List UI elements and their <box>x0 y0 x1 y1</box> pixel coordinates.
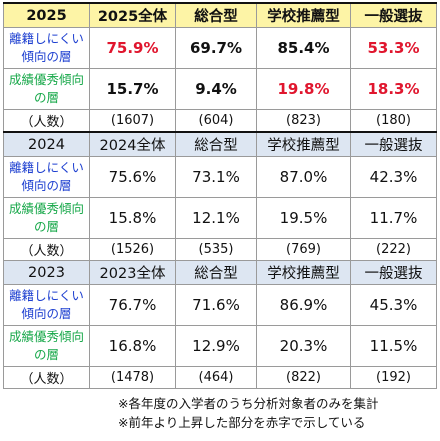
row-label-hard-to-drop: 離籍しにくい傾向の層 <box>3 284 90 326</box>
value-cell: 42.3% <box>350 156 437 198</box>
value-cell: 75.9% <box>89 27 176 69</box>
footnote: ※前年より上昇した部分を赤字で示している <box>118 415 366 430</box>
value-cell: 45.3% <box>350 284 437 326</box>
value-cell: 11.7% <box>350 197 437 239</box>
row-count-2023: （人数） (1478) (464) (822) (192) <box>3 366 437 389</box>
column-header-school-recommendation: 学校推薦型 <box>256 131 351 157</box>
row-hard-to-drop-2023: 離籍しにくい傾向の層 76.7% 71.6% 86.9% 45.3% <box>3 284 437 326</box>
column-header-total: 2025全体 <box>89 2 176 28</box>
value-cell: 75.6% <box>89 156 176 198</box>
year-cell: 2025 <box>3 2 90 28</box>
value-cell: 12.9% <box>175 325 257 367</box>
row-label-high-achiever: 成績優秀傾向の層 <box>3 325 90 367</box>
value-cell: 18.3% <box>350 68 437 110</box>
column-header-school-recommendation: 学校推薦型 <box>256 260 351 285</box>
value-cell: 9.4% <box>175 68 257 110</box>
count-cell: (222) <box>350 238 437 261</box>
column-header-school-recommendation: 学校推薦型 <box>256 2 351 28</box>
row-label-count: （人数） <box>3 109 90 133</box>
column-header-general: 一般選抜 <box>350 260 437 285</box>
count-cell: (192) <box>350 366 437 389</box>
row-label-hard-to-drop: 離籍しにくい傾向の層 <box>3 27 90 69</box>
column-header-general: 一般選抜 <box>350 2 437 28</box>
row-label-hard-to-drop: 離籍しにくい傾向の層 <box>3 156 90 198</box>
value-cell: 85.4% <box>256 27 351 69</box>
value-cell: 76.7% <box>89 284 176 326</box>
footnote: ※各年度の入学者のうち分析対象者のみを集計 <box>118 396 379 411</box>
value-cell: 16.8% <box>89 325 176 367</box>
value-cell: 71.6% <box>175 284 257 326</box>
value-cell: 19.8% <box>256 68 351 110</box>
row-label-count: （人数） <box>3 238 90 261</box>
count-cell: (1526) <box>89 238 176 261</box>
count-cell: (180) <box>350 109 437 133</box>
value-cell: 15.7% <box>89 68 176 110</box>
admission-stats-table: 2025 2025全体 総合型 学校推薦型 一般選抜 離籍しにくい傾向の層 75… <box>3 2 437 389</box>
value-cell: 53.3% <box>350 27 437 69</box>
count-cell: (822) <box>256 366 351 389</box>
count-cell: (1478) <box>89 366 176 389</box>
row-high-achiever-2023: 成績優秀傾向の層 16.8% 12.9% 20.3% 11.5% <box>3 325 437 367</box>
row-high-achiever-2024: 成績優秀傾向の層 15.8% 12.1% 19.5% 11.7% <box>3 197 437 239</box>
row-hard-to-drop-2024: 離籍しにくい傾向の層 75.6% 73.1% 87.0% 42.3% <box>3 156 437 198</box>
count-cell: (823) <box>256 109 351 133</box>
footnotes: ※各年度の入学者のうち分析対象者のみを集計 ※前年より上昇した部分を赤字で示して… <box>118 394 378 432</box>
count-cell: (464) <box>175 366 257 389</box>
header-row-2024: 2024 2024全体 総合型 学校推薦型 一般選抜 <box>3 131 437 157</box>
header-row-2025: 2025 2025全体 総合型 学校推薦型 一般選抜 <box>3 2 437 28</box>
column-header-comprehensive: 総合型 <box>175 131 257 157</box>
row-label-high-achiever: 成績優秀傾向の層 <box>3 197 90 239</box>
count-cell: (1607) <box>89 109 176 133</box>
value-cell: 86.9% <box>256 284 351 326</box>
column-header-comprehensive: 総合型 <box>175 2 257 28</box>
value-cell: 20.3% <box>256 325 351 367</box>
row-label-high-achiever: 成績優秀傾向の層 <box>3 68 90 110</box>
value-cell: 87.0% <box>256 156 351 198</box>
year-cell: 2024 <box>3 131 90 157</box>
row-label-count: （人数） <box>3 366 90 389</box>
count-cell: (604) <box>175 109 257 133</box>
row-count-2025: （人数） (1607) (604) (823) (180) <box>3 109 437 133</box>
row-hard-to-drop-2025: 離籍しにくい傾向の層 75.9% 69.7% 85.4% 53.3% <box>3 27 437 69</box>
column-header-total: 2024全体 <box>89 131 176 157</box>
column-header-total: 2023全体 <box>89 260 176 285</box>
column-header-comprehensive: 総合型 <box>175 260 257 285</box>
value-cell: 11.5% <box>350 325 437 367</box>
value-cell: 15.8% <box>89 197 176 239</box>
value-cell: 12.1% <box>175 197 257 239</box>
row-high-achiever-2025: 成績優秀傾向の層 15.7% 9.4% 19.8% 18.3% <box>3 68 437 110</box>
value-cell: 19.5% <box>256 197 351 239</box>
count-cell: (769) <box>256 238 351 261</box>
row-count-2024: （人数） (1526) (535) (769) (222) <box>3 238 437 261</box>
header-row-2023: 2023 2023全体 総合型 学校推薦型 一般選抜 <box>3 260 437 285</box>
count-cell: (535) <box>175 238 257 261</box>
value-cell: 69.7% <box>175 27 257 69</box>
column-header-general: 一般選抜 <box>350 131 437 157</box>
year-cell: 2023 <box>3 260 90 285</box>
value-cell: 73.1% <box>175 156 257 198</box>
